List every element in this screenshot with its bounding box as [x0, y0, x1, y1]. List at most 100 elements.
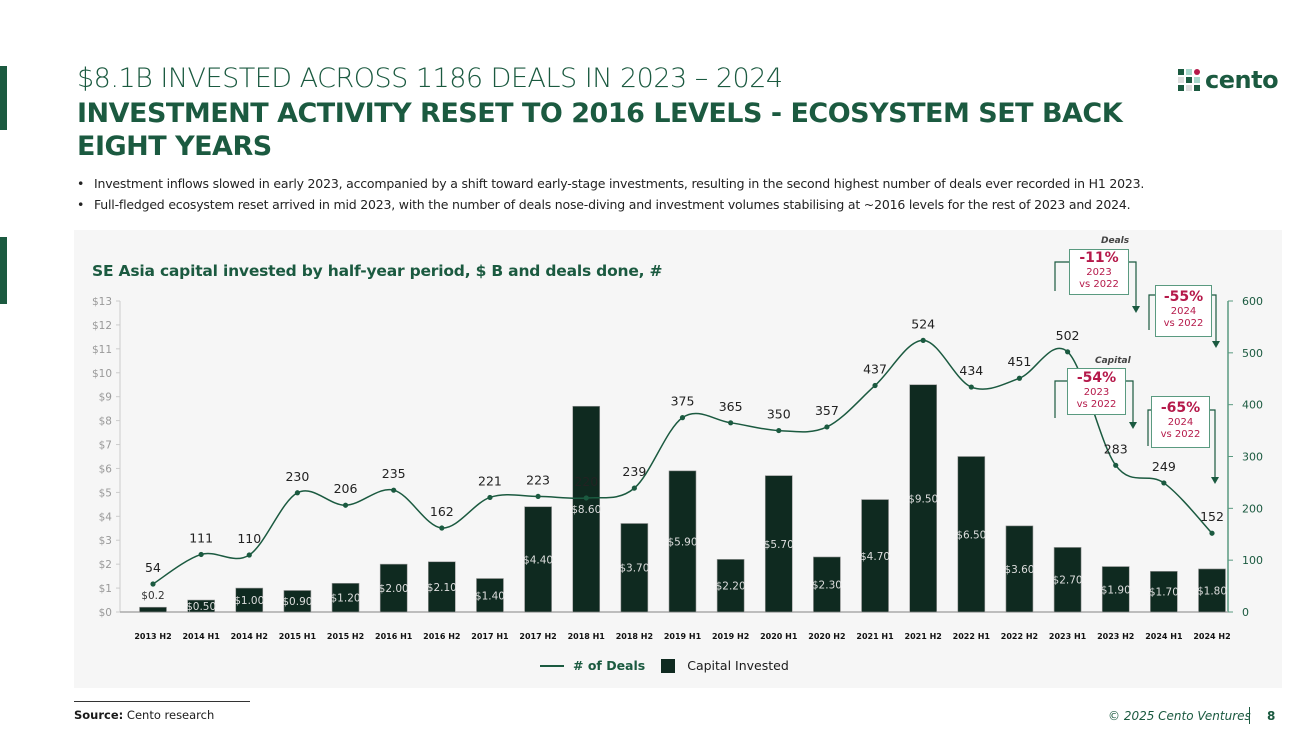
deals-point [1064, 349, 1071, 355]
deals-point-label: 437 [863, 361, 887, 376]
capital-bar [1150, 571, 1178, 613]
deals-point-label: 152 [1200, 509, 1224, 524]
deals-point-label: 54 [145, 560, 161, 575]
annotation-compare: vs 2022 [1079, 279, 1119, 290]
deals-point [679, 415, 686, 421]
deals-point-label: 451 [1008, 354, 1032, 369]
left-axis-tick-label: $4 [99, 511, 113, 523]
deals-point [294, 490, 301, 496]
right-axis-tick-label: 100 [1242, 554, 1263, 567]
footer-divider [1249, 707, 1250, 724]
annotation-year: 2023 [1086, 267, 1112, 278]
deals-point-label: 524 [911, 316, 935, 331]
deals-point [439, 525, 445, 531]
right-axis-tick-label: 400 [1242, 399, 1263, 412]
capital-bar-label: $1.70 [1149, 587, 1179, 599]
deals-point [631, 485, 637, 491]
deals-point [198, 551, 204, 558]
capital-bar-label: $6.50 [956, 529, 986, 541]
deals-point [776, 427, 782, 434]
deals-point-label: 235 [382, 466, 406, 481]
capital-annotation-label: Capital [1095, 356, 1131, 366]
capital-bar-label: $0.50 [186, 601, 216, 613]
capital-bar [764, 475, 793, 613]
bullet-list: Investment inflows slowed in early 2023,… [77, 176, 1144, 218]
x-axis-tick-label: 2023 H2 [1097, 632, 1134, 641]
capital-bar-label: $2.10 [427, 582, 457, 594]
capital-bar-label: $9.50 [908, 493, 938, 505]
slide-subtitle: $8.1B INVESTED ACROSS 1186 DEALS IN 2023… [77, 63, 783, 94]
annotation-bracket [1054, 380, 1067, 418]
capital-bar-label: $5.70 [764, 539, 794, 551]
x-axis-tick-label: 2021 H2 [905, 632, 942, 641]
annotation-arrow-icon [1212, 341, 1220, 348]
x-axis-tick-label: 2016 H1 [375, 632, 413, 641]
accent-bar-bottom [0, 237, 7, 304]
deals-point [728, 420, 734, 426]
annotation-arrow-icon [1132, 306, 1140, 313]
annotation-year: 2024 [1167, 417, 1194, 428]
deals-point-label: 162 [430, 504, 454, 519]
capital-bar-label: $2.30 [812, 579, 842, 591]
bullet-item: Full-fledged ecosystem reset arrived in … [77, 197, 1144, 218]
capital-bar-label: $4.40 [523, 554, 553, 566]
capital-bar-label: $1.80 [1197, 585, 1227, 597]
accent-bar-top [0, 66, 7, 130]
deals-point-label: 350 [767, 407, 791, 422]
annotation-pct: -11% [1079, 250, 1119, 266]
annotation-pct: -65% [1160, 400, 1201, 416]
left-axis-tick-label: $5 [99, 487, 112, 499]
right-axis-tick-label: 500 [1242, 347, 1263, 360]
deals-point-label: 239 [622, 464, 646, 479]
x-axis-tick-label: 2020 H2 [808, 632, 845, 641]
capital-bar-label: $8.60 [571, 504, 601, 516]
deals-point [824, 424, 830, 430]
deals-point [968, 384, 974, 390]
capital-bar [331, 582, 360, 613]
capital-bar [283, 590, 312, 613]
capital-bar-label: $3.60 [1004, 564, 1034, 576]
bullet-item: Investment inflows slowed in early 2023,… [77, 176, 1144, 197]
x-axis-tick-label: 2015 H1 [279, 632, 317, 641]
x-axis-tick-label: 2015 H2 [327, 632, 364, 641]
x-axis-tick-label: 2022 H2 [1001, 632, 1038, 641]
annotation-bracket [1129, 261, 1137, 311]
annotation-bracket [1054, 261, 1069, 291]
source-text: Cento research [123, 708, 215, 722]
cento-logo: cento [1178, 66, 1279, 94]
capital-bar-label: $2.00 [379, 583, 409, 595]
capital-bar-label: $1.20 [331, 593, 361, 605]
left-axis-tick-label: $12 [92, 320, 112, 332]
legend-line-swatch [540, 664, 564, 667]
x-axis-tick-label: 2020 H1 [760, 632, 798, 641]
capital-bar [235, 587, 264, 613]
capital-bar [668, 470, 697, 613]
legend-capital-label: Capital Invested [687, 658, 789, 673]
legend-bar-swatch [661, 658, 676, 673]
annotation-arrow-icon [1129, 422, 1137, 429]
annotation-year: 2024 [1170, 306, 1197, 317]
deals-point [872, 382, 878, 389]
x-axis-tick-label: 2018 H1 [568, 632, 606, 641]
chart-legend: # of Deals Capital Invested [540, 658, 789, 673]
annotation-compare: vs 2022 [1163, 318, 1204, 329]
capital-bar [813, 556, 841, 613]
x-axis-tick-label: 2022 H1 [953, 632, 991, 641]
logo-text: cento [1205, 66, 1279, 94]
annotation-capital-2023: -54% 2023 vs 2022 [1067, 368, 1126, 415]
chart-title: SE Asia capital invested by half-year pe… [92, 262, 663, 280]
deals-point [1161, 480, 1167, 486]
deals-point [487, 494, 493, 501]
capital-bar-label: $2.20 [716, 581, 746, 593]
capital-bar-label: $2.70 [1053, 575, 1083, 587]
deals-point [150, 581, 156, 587]
x-axis-tick-label: 2014 H1 [182, 632, 220, 641]
right-axis-tick-label: 600 [1242, 295, 1263, 308]
annotation-compare: vs 2022 [1076, 399, 1117, 410]
left-axis-tick-label: $11 [92, 344, 112, 356]
capital-bar [572, 405, 601, 613]
source-divider [74, 701, 250, 702]
left-axis-tick-label: $1 [99, 583, 112, 595]
deals-point-label: 220 [574, 474, 598, 489]
deals-point-label: 223 [526, 472, 550, 487]
